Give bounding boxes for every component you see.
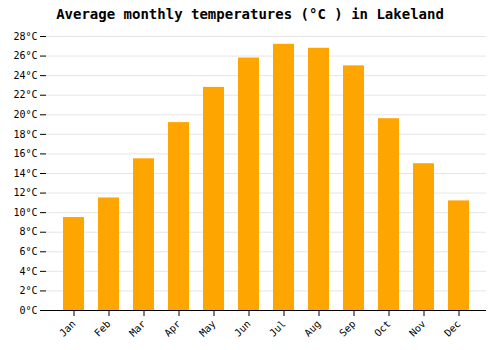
svg-text:24°C: 24°C xyxy=(13,70,37,81)
svg-text:Feb: Feb xyxy=(92,318,113,339)
svg-text:Dec: Dec xyxy=(442,318,463,339)
svg-text:10°C: 10°C xyxy=(13,207,37,218)
html-text:Average monthly temperatures (: Average monthly temperatures (°C ) in La… xyxy=(56,6,444,22)
svg-text:Mar: Mar xyxy=(127,318,148,339)
svg-text:22°C: 22°C xyxy=(13,89,37,100)
svg-text:Oct: Oct xyxy=(372,318,393,339)
svg-text:Nov: Nov xyxy=(407,318,428,339)
svg-text:28°C: 28°C xyxy=(13,31,37,42)
svg-text:Jun: Jun xyxy=(232,318,253,339)
svg-text:16°C: 16°C xyxy=(13,148,37,159)
svg-text:Jul: Jul xyxy=(267,318,288,339)
svg-text:2°C: 2°C xyxy=(19,285,37,296)
svg-text:Apr: Apr xyxy=(162,318,183,339)
svg-text:26°C: 26°C xyxy=(13,50,37,61)
svg-text:Sep: Sep xyxy=(337,318,358,339)
svg-text:4°C: 4°C xyxy=(19,266,37,277)
svg-text:Aug: Aug xyxy=(302,318,323,339)
svg-text:20°C: 20°C xyxy=(13,109,37,120)
svg-text:12°C: 12°C xyxy=(13,187,37,198)
svg-text:14°C: 14°C xyxy=(13,168,37,179)
svg-text:8°C: 8°C xyxy=(19,226,37,237)
svg-text:6°C: 6°C xyxy=(19,246,37,257)
svg-text:18°C: 18°C xyxy=(13,129,37,140)
svg-text:Jan: Jan xyxy=(57,318,78,339)
svg-text:May: May xyxy=(197,318,218,339)
svg-text:0°C: 0°C xyxy=(19,305,37,316)
